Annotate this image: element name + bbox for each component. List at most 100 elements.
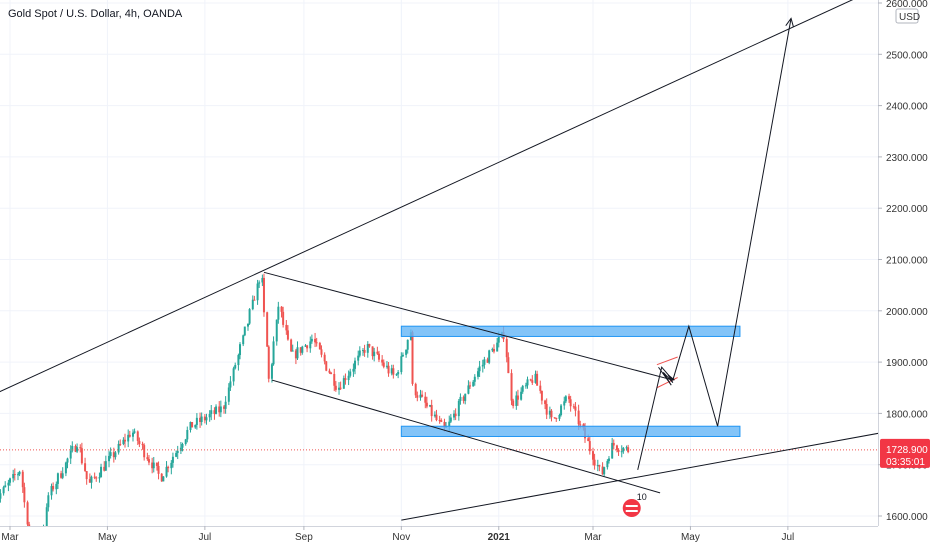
candle-body (232, 368, 235, 382)
candle-body (593, 459, 596, 466)
candle-body (253, 299, 256, 301)
candle-body (457, 400, 460, 417)
candle-body (246, 323, 249, 327)
time-tick-label: 2021 (488, 532, 511, 543)
candle-body (162, 476, 165, 482)
event-badge-count: 10 (637, 492, 647, 502)
candle-body (505, 339, 508, 358)
candle-body (361, 350, 364, 352)
candle-body (90, 476, 93, 483)
candle-body (568, 396, 571, 400)
candle-body (272, 341, 275, 365)
price-tick-label: 2600.000 (886, 0, 928, 10)
candle-body (433, 414, 436, 417)
candle-body (587, 438, 590, 442)
candle-body (85, 471, 88, 480)
candle-body (167, 466, 170, 469)
candle-body (294, 350, 297, 359)
candle-body (248, 309, 251, 324)
time-tick-label: Jul (198, 532, 211, 543)
candle-body (243, 326, 246, 336)
candle-body (16, 474, 19, 476)
candle-body (553, 417, 556, 419)
grid (0, 0, 878, 526)
candle-body (469, 385, 472, 387)
candle-body (560, 405, 563, 416)
candle-body (239, 344, 242, 356)
candle-body (358, 350, 361, 356)
price-tick-label: 1900.000 (886, 358, 928, 369)
candle-body (438, 420, 441, 422)
candle-body (117, 443, 120, 453)
candle-body (558, 415, 561, 419)
candle-body (425, 402, 428, 407)
candle-body (342, 378, 345, 389)
candle-body (195, 417, 198, 425)
candle-body (79, 447, 82, 449)
candle-body (483, 359, 486, 365)
candle-body (330, 372, 333, 374)
candle-body (617, 449, 620, 452)
candle-body (251, 299, 254, 310)
candle-body (492, 348, 495, 352)
candle-body (507, 357, 510, 374)
candle-body (467, 385, 470, 394)
candle-body (411, 332, 414, 384)
resistance-zone (400, 325, 741, 337)
candle-body (282, 311, 285, 325)
candle-body (344, 378, 347, 381)
candle-body (18, 471, 21, 475)
price-tick-label: 2300.000 (886, 153, 928, 164)
candle-body (464, 393, 467, 401)
candle-body (296, 347, 299, 359)
candle-body (419, 394, 422, 398)
price-tick-label: 1600.000 (886, 512, 928, 523)
candle-body (414, 383, 417, 396)
candle-body (349, 371, 352, 376)
candle-body (157, 465, 160, 474)
candle-body (258, 282, 261, 284)
time-tick-label: May (98, 532, 117, 543)
candle-body (376, 351, 379, 354)
candle-body (539, 385, 542, 391)
price-tick-label: 2200.000 (886, 204, 928, 215)
candle-body (612, 442, 615, 446)
candle-body (71, 445, 74, 451)
candle-body (155, 462, 158, 466)
candle-body (4, 485, 7, 488)
candle-body (544, 400, 547, 404)
candle-body (429, 405, 432, 407)
candle-body (536, 373, 539, 386)
candle-body (181, 443, 184, 448)
candle-body (194, 424, 197, 428)
candle-body (109, 452, 112, 456)
candle-body (122, 439, 125, 444)
candle-body (497, 337, 500, 343)
candle-body (277, 306, 280, 320)
candle-body (424, 396, 427, 403)
candle-body (550, 410, 553, 418)
candle-body (9, 478, 11, 483)
last-price-badge (880, 438, 930, 468)
candle-body (0, 493, 2, 499)
drawings: 10 (0, 0, 918, 521)
candle-body (496, 342, 499, 352)
candle-body (309, 341, 312, 349)
candle-body (23, 487, 26, 503)
candle-body (363, 350, 366, 353)
candle-body (577, 410, 580, 425)
candle-body (320, 349, 323, 355)
candle-body (540, 390, 543, 401)
candle-body (224, 401, 227, 409)
candle-body (199, 417, 202, 423)
candle-body (45, 507, 48, 531)
candle-body (191, 422, 194, 428)
candle-body (52, 486, 55, 490)
candle-body (267, 346, 270, 379)
event-badge-stripe (625, 510, 638, 512)
candle-body (286, 330, 289, 340)
candle-body (262, 277, 265, 313)
candle-body (76, 447, 79, 452)
